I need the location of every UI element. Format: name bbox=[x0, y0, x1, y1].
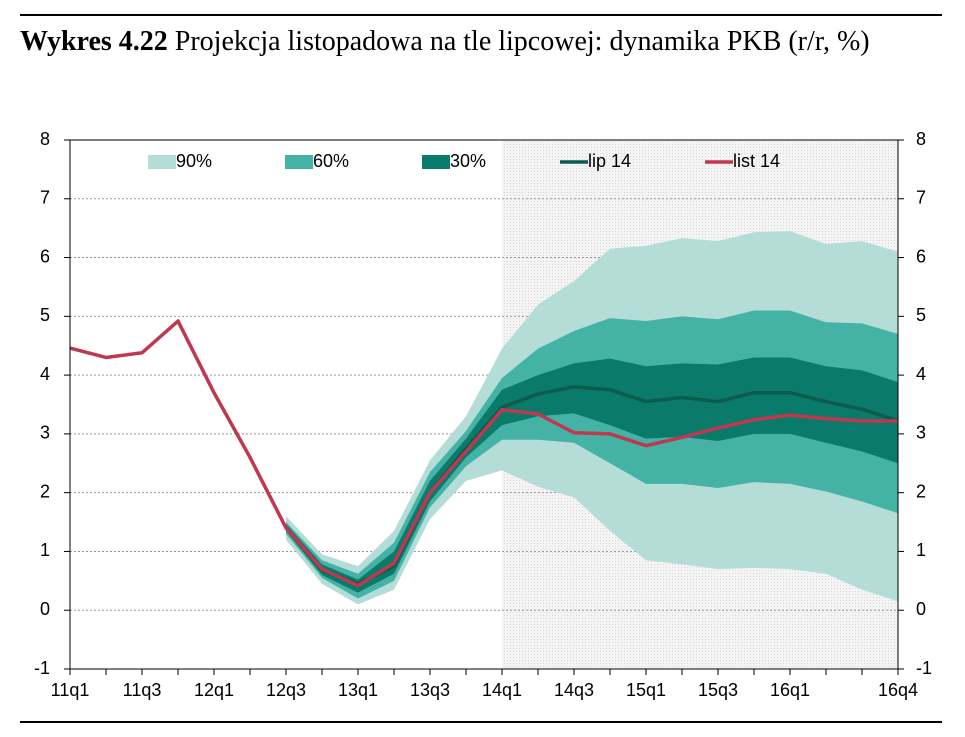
legend-swatch bbox=[422, 155, 450, 169]
series-line bbox=[69, 319, 898, 588]
chart-label: Wykres 4.22 bbox=[20, 26, 168, 57]
legend-label: 30% bbox=[450, 151, 486, 171]
y-tick-label: 2 bbox=[40, 481, 50, 501]
y-tick-label: 5 bbox=[40, 305, 50, 325]
y-tick-label: 7 bbox=[40, 188, 50, 208]
y2-tick-label: 2 bbox=[916, 481, 926, 501]
legend-swatch bbox=[148, 155, 176, 169]
y2-tick-label: 7 bbox=[916, 188, 926, 208]
legend-label: 90% bbox=[176, 151, 212, 171]
x-tick-label: 16q1 bbox=[770, 680, 810, 700]
y-tick-label: 4 bbox=[40, 364, 50, 384]
y-tick-label: 3 bbox=[40, 423, 50, 443]
legend-label: list 14 bbox=[733, 151, 780, 171]
y2-tick-label: 4 bbox=[916, 364, 926, 384]
y2-tick-label: 0 bbox=[916, 599, 926, 619]
legend-label: lip 14 bbox=[588, 151, 631, 171]
chart-title: Projekcja listopadowa na tle lipcowej: d… bbox=[174, 26, 870, 57]
y-tick-label: 0 bbox=[40, 599, 50, 619]
x-tick-label: 14q3 bbox=[554, 680, 594, 700]
legend-swatch bbox=[285, 155, 313, 169]
x-tick-label: 15q3 bbox=[698, 680, 738, 700]
plot-frame bbox=[69, 139, 899, 670]
y2-tick-label: -1 bbox=[916, 658, 932, 678]
y-tick-label: -1 bbox=[34, 658, 50, 678]
y-tick-label: 8 bbox=[40, 129, 50, 149]
y2-tick-label: 1 bbox=[916, 540, 926, 560]
y2-tick-label: 3 bbox=[916, 423, 926, 443]
y2-tick-label: 6 bbox=[916, 246, 926, 266]
x-tick-label: 14q1 bbox=[482, 680, 522, 700]
series-line bbox=[284, 385, 899, 586]
x-tick-label: 12q1 bbox=[194, 680, 234, 700]
x-tick-label: 13q1 bbox=[338, 680, 378, 700]
fan-band bbox=[286, 357, 898, 593]
y2-tick-label: 5 bbox=[916, 305, 926, 325]
x-tick-label: 15q1 bbox=[626, 680, 666, 700]
y-tick-label: 1 bbox=[40, 540, 50, 560]
x-tick-label: 11q1 bbox=[51, 680, 90, 700]
title-block: Wykres 4.22 Projekcja listopadowa na tle… bbox=[20, 22, 942, 62]
x-tick-label: 12q3 bbox=[266, 680, 306, 700]
top-rule bbox=[20, 14, 942, 16]
y-tick-label: 6 bbox=[40, 246, 50, 266]
x-tick-label: 11q3 bbox=[123, 680, 162, 700]
legend-label: 60% bbox=[313, 151, 349, 171]
bottom-rule bbox=[20, 721, 942, 723]
y2-tick-label: 8 bbox=[916, 129, 926, 149]
x-tick-label: 13q3 bbox=[410, 680, 450, 700]
x-tick-label: 16q4 bbox=[878, 680, 918, 700]
